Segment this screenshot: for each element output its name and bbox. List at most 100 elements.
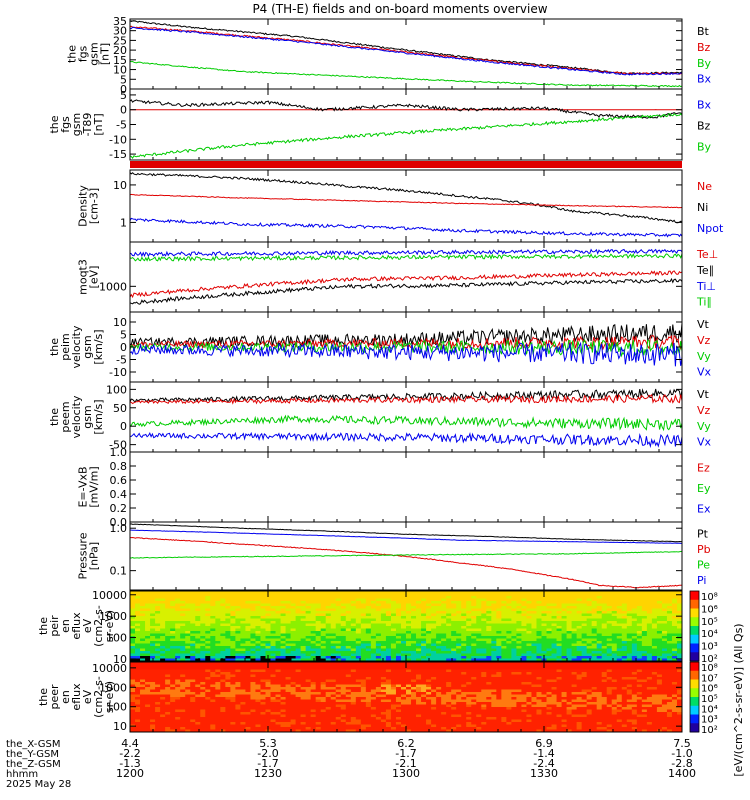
heatmap-cell <box>531 633 537 637</box>
heatmap-cell <box>666 638 673 642</box>
heatmap-cell <box>441 669 447 673</box>
heatmap-cell <box>210 646 216 649</box>
heatmap-cell <box>556 677 562 680</box>
heatmap-cell <box>541 648 547 652</box>
heatmap-cell <box>466 621 472 624</box>
heatmap-cell <box>320 684 327 688</box>
heatmap-cell <box>586 674 593 678</box>
heatmap-cell <box>235 591 241 594</box>
heatmap-cell <box>330 596 337 599</box>
heatmap-cell <box>591 601 598 604</box>
heatmap-cell <box>180 636 186 639</box>
heatmap-cell <box>566 667 572 670</box>
heatmap-cell <box>461 593 467 597</box>
heatmap-cell <box>265 628 271 632</box>
heatmap-cell <box>400 651 407 654</box>
heatmap-cell <box>170 687 176 690</box>
heatmap-cell <box>561 613 567 617</box>
heatmap-cell <box>536 623 542 627</box>
y-tick-label: 1 <box>120 216 127 229</box>
series-line-Bt <box>130 20 682 75</box>
heatmap-cell <box>661 616 668 619</box>
heatmap-cell <box>411 601 417 604</box>
heatmap-cell <box>175 591 181 594</box>
heatmap-cell <box>471 674 477 678</box>
heatmap-cell <box>421 641 427 644</box>
heatmap-cell <box>481 628 487 632</box>
heatmap-cell <box>360 618 367 622</box>
heatmap-cell <box>611 674 618 678</box>
heatmap-cell <box>145 669 151 673</box>
heatmap-cell <box>390 598 397 602</box>
heatmap-cell <box>400 646 407 649</box>
heatmap-cell <box>566 613 572 617</box>
heatmap-cell <box>641 677 648 680</box>
heatmap-cell <box>240 653 246 657</box>
heatmap-cell <box>536 658 542 661</box>
heatmap-cell <box>215 613 221 617</box>
heatmap-cell <box>360 633 367 637</box>
heatmap-cell <box>235 623 241 627</box>
heatmap-cell <box>330 598 337 602</box>
heatmap-cell <box>466 682 472 685</box>
heatmap-cell <box>431 679 437 683</box>
heatmap-cell <box>656 631 663 634</box>
heatmap-cell <box>295 611 302 614</box>
heatmap-cell <box>516 689 522 693</box>
heatmap-cell <box>491 606 497 609</box>
heatmap-cell <box>531 616 537 619</box>
heatmap-cell <box>300 601 307 604</box>
heatmap-cell <box>436 621 442 624</box>
heatmap-cell <box>556 631 562 634</box>
heatmap-cell <box>330 684 337 688</box>
heatmap-cell <box>626 606 633 609</box>
heatmap-cell <box>305 611 312 614</box>
heatmap-cell <box>145 656 151 659</box>
heatmap-cell <box>245 636 251 639</box>
legend-label-Ex: Ex <box>697 503 711 516</box>
heatmap-cell <box>416 621 422 624</box>
heatmap-cell <box>666 641 673 644</box>
heatmap-cell <box>591 628 598 632</box>
heatmap-cell <box>295 613 302 617</box>
heatmap-cell <box>536 598 542 602</box>
heatmap-cell <box>436 618 442 622</box>
heatmap-cell <box>170 641 176 644</box>
heatmap-cell <box>661 593 668 597</box>
heatmap-cell <box>491 616 497 619</box>
heatmap-cell <box>155 626 161 629</box>
heatmap-cell <box>481 682 487 685</box>
heatmap-cell <box>385 684 392 688</box>
heatmap-cell <box>536 616 542 619</box>
heatmap-cell <box>305 646 312 649</box>
heatmap-cell <box>671 626 678 629</box>
heatmap-cell <box>591 608 598 612</box>
heatmap-cell <box>150 669 156 673</box>
series-line-Vx <box>130 341 682 367</box>
heatmap-cell <box>611 628 618 632</box>
heatmap-cell <box>426 591 432 594</box>
heatmap-cell <box>596 638 603 642</box>
heatmap-cell <box>451 601 457 604</box>
heatmap-cell <box>370 687 377 690</box>
heatmap-cell <box>646 626 653 629</box>
heatmap-cell <box>280 664 286 668</box>
heatmap-cell <box>616 651 623 654</box>
heatmap-cell <box>260 689 266 693</box>
heatmap-cell <box>496 616 502 619</box>
heatmap-cell <box>571 623 578 627</box>
heatmap-cell <box>571 603 578 607</box>
heatmap-cell <box>641 643 648 647</box>
heatmap-cell <box>260 633 266 637</box>
heatmap-cell <box>315 664 322 668</box>
heatmap-cell <box>400 596 407 599</box>
heatmap-cell <box>350 631 357 634</box>
heatmap-cell <box>621 598 628 602</box>
heatmap-cell <box>506 628 512 632</box>
heatmap-cell <box>546 669 552 673</box>
heatmap-cell <box>546 631 552 634</box>
heatmap-cell <box>245 633 251 637</box>
heatmap-cell <box>496 633 502 637</box>
heatmap-cell <box>365 664 372 668</box>
heatmap-cell <box>491 593 497 597</box>
